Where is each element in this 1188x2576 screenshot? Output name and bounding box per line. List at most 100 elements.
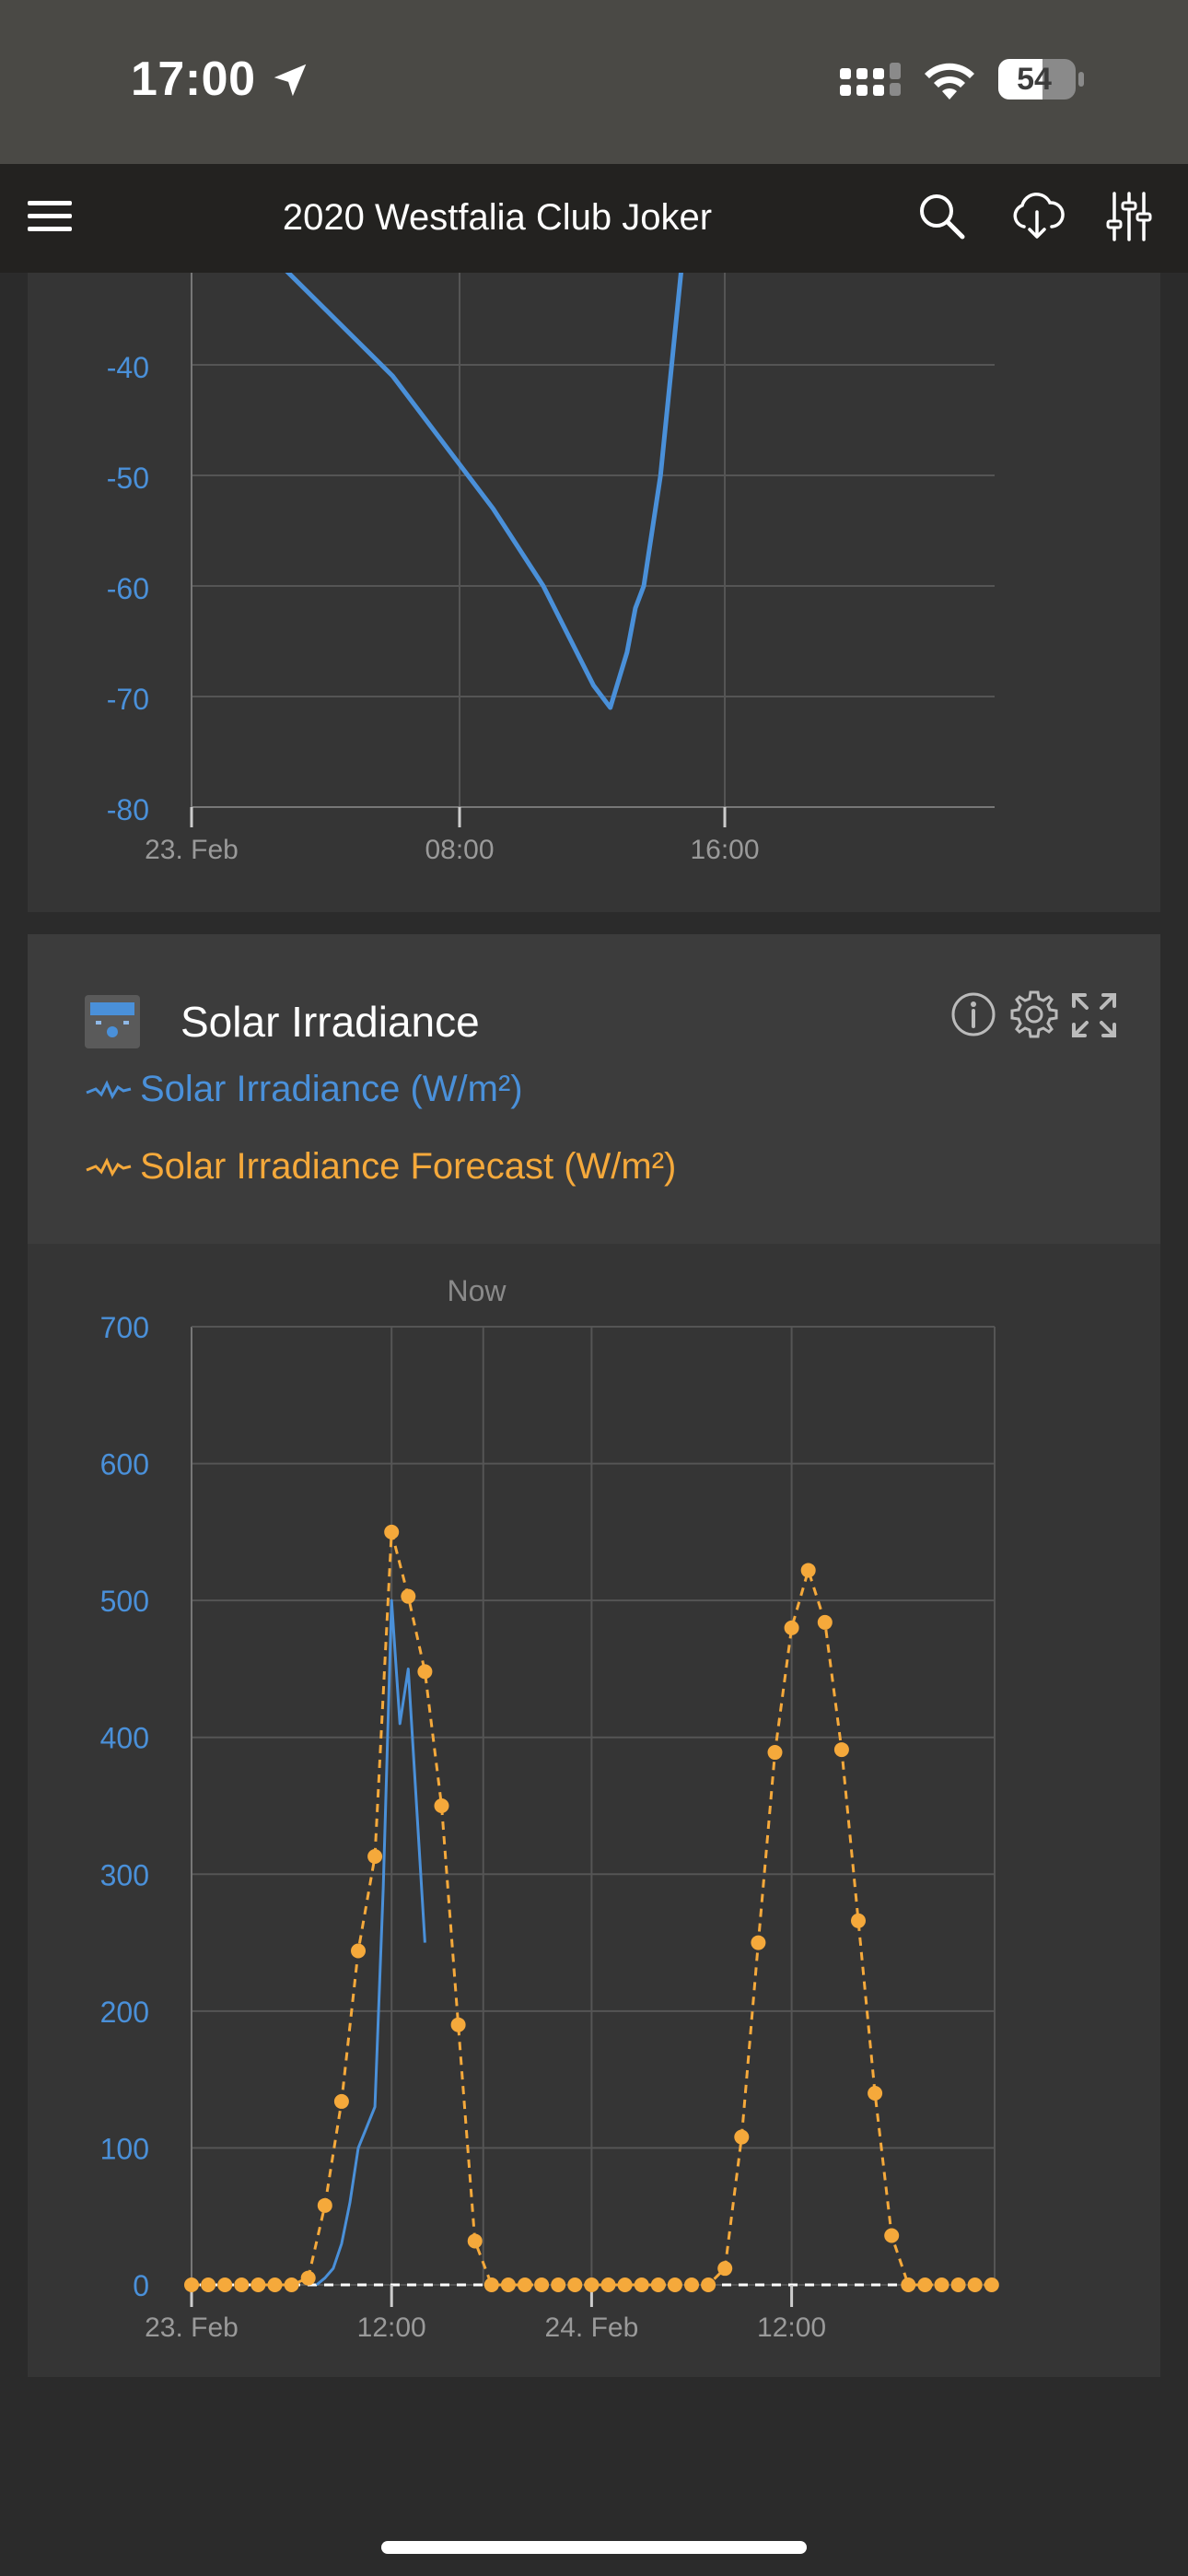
legend-item-solar-irradiance[interactable]: Solar Irradiance (W/m²) [85, 1069, 523, 1110]
y-tick-label: 0 [133, 2269, 149, 2302]
x-tick-label: 08:00 [425, 835, 494, 865]
forecast-point [868, 2086, 883, 2101]
chart-area-previous: -40 -50 -60 -70 -80 23. Feb 08:00 16:00 [28, 273, 1160, 912]
forecast-point [717, 2261, 733, 2277]
forecast-point [751, 1935, 766, 1950]
forecast-point [684, 2277, 699, 2292]
battery-level: 54 [1017, 62, 1052, 97]
forecast-point [784, 1620, 799, 1635]
forecast-point [984, 2277, 999, 2292]
forecast-point [201, 2277, 216, 2292]
solar-chart-area: 0 100 200 300 400 500 600 700 Now 23. Feb 12:00 24.… [28, 1244, 1160, 2377]
series-line-actual [315, 1598, 426, 2287]
status-bar: 17:00 54 [0, 0, 1188, 164]
forecast-point [600, 2277, 616, 2292]
forecast-point [384, 1524, 400, 1540]
forecast-point [518, 2277, 532, 2292]
y-tick-label: 200 [100, 1996, 149, 2029]
forecast-point [300, 2270, 316, 2286]
location-arrow-icon [274, 64, 307, 97]
gear-icon[interactable] [1009, 989, 1059, 1039]
forecast-point [284, 2277, 299, 2292]
forecast-point [917, 2277, 933, 2292]
forecast-point [217, 2277, 233, 2292]
y-tick-label: 100 [100, 2132, 149, 2165]
forecast-point [333, 2093, 349, 2109]
forecast-point [800, 1563, 816, 1578]
forecast-point [934, 2277, 949, 2292]
forecast-point [950, 2277, 966, 2292]
solar-card-header: Solar Irradiance Solar Irradiance [28, 934, 1160, 1244]
search-icon[interactable] [917, 192, 965, 240]
forecast-point [401, 1588, 416, 1604]
previous-chart: -40 -50 -60 -70 -80 23. Feb 08:00 16:00 [107, 273, 995, 865]
forecast-point [884, 2228, 900, 2243]
forecast-point [234, 2277, 250, 2292]
x-tick-label: 24. Feb [545, 2313, 639, 2343]
forecast-point [500, 2277, 516, 2292]
wifi-icon [925, 63, 974, 100]
app-header: 2020 Westfalia Club Joker [0, 164, 1188, 273]
y-tick-label: 700 [100, 1311, 149, 1344]
series-line [285, 273, 683, 710]
forecast-point [901, 2277, 916, 2292]
forecast-point [267, 2277, 283, 2292]
y-tick-label: -40 [107, 351, 149, 384]
menu-icon[interactable] [28, 193, 74, 240]
y-tick-label: -70 [107, 683, 149, 716]
home-indicator [381, 2541, 807, 2554]
forecast-point [650, 2277, 666, 2292]
x-tick-label: 12:00 [757, 2313, 826, 2343]
info-icon[interactable] [950, 991, 996, 1037]
y-tick-label: -50 [107, 462, 149, 495]
forecast-point [734, 2129, 750, 2145]
x-tick-label: 12:00 [357, 2313, 426, 2343]
forecast-point [667, 2277, 682, 2292]
forecast-point [367, 1848, 383, 1864]
solar-card-title: Solar Irradiance [181, 998, 480, 1046]
forecast-point [851, 1913, 866, 1928]
forecast-point [584, 2277, 600, 2292]
x-tick-label: 16:00 [690, 835, 759, 865]
forecast-point [417, 1664, 433, 1680]
forecast-point [567, 2277, 583, 2292]
cloud-download-icon[interactable] [1009, 190, 1065, 241]
y-tick-label: 500 [100, 1585, 149, 1618]
line-series-icon [86, 1079, 132, 1099]
x-tick-label: 23. Feb [145, 835, 239, 865]
now-label: Now [448, 1274, 507, 1307]
forecast-point [351, 1943, 366, 1959]
expand-icon[interactable] [1070, 991, 1118, 1039]
solar-charger-icon [85, 995, 140, 1048]
legend-item-solar-forecast[interactable]: Solar Irradiance Forecast (W/m²) [85, 1146, 676, 1188]
y-tick-label: -80 [107, 793, 149, 826]
forecast-point [184, 2277, 199, 2292]
legend-label: Solar Irradiance (W/m²) [140, 1069, 523, 1109]
signal-icon [840, 63, 901, 96]
y-tick-label: 600 [100, 1448, 149, 1481]
forecast-point [467, 2233, 483, 2249]
page-title: 2020 Westfalia Club Joker [282, 197, 713, 238]
line-series-icon [86, 1156, 132, 1177]
forecast-point [967, 2277, 983, 2292]
sliders-icon[interactable] [1105, 190, 1153, 243]
y-tick-label: 300 [100, 1858, 149, 1891]
forecast-point [551, 2277, 566, 2292]
solar-irradiance-chart: 0 100 200 300 400 500 600 700 Now 23. Feb 12:00 24.… [100, 1274, 999, 2343]
forecast-point [634, 2277, 649, 2292]
forecast-point [817, 1614, 833, 1630]
status-time: 17:00 [131, 53, 256, 106]
forecast-point [534, 2277, 550, 2292]
forecast-point [250, 2277, 266, 2292]
legend-label: Solar Irradiance Forecast (W/m²) [140, 1146, 677, 1187]
forecast-point [317, 2197, 332, 2213]
forecast-point [450, 2017, 466, 2032]
chart-card-previous: -40 -50 -60 -70 -80 23. Feb 08:00 16:00 [28, 273, 1160, 912]
x-tick-label: 23. Feb [145, 2313, 239, 2343]
forecast-point [617, 2277, 633, 2292]
y-tick-label: -60 [107, 572, 149, 605]
forecast-point [701, 2277, 716, 2292]
solar-irradiance-card: Solar Irradiance Solar Irradiance [28, 934, 1160, 2377]
forecast-point [767, 1745, 783, 1761]
battery-icon [998, 59, 1084, 100]
